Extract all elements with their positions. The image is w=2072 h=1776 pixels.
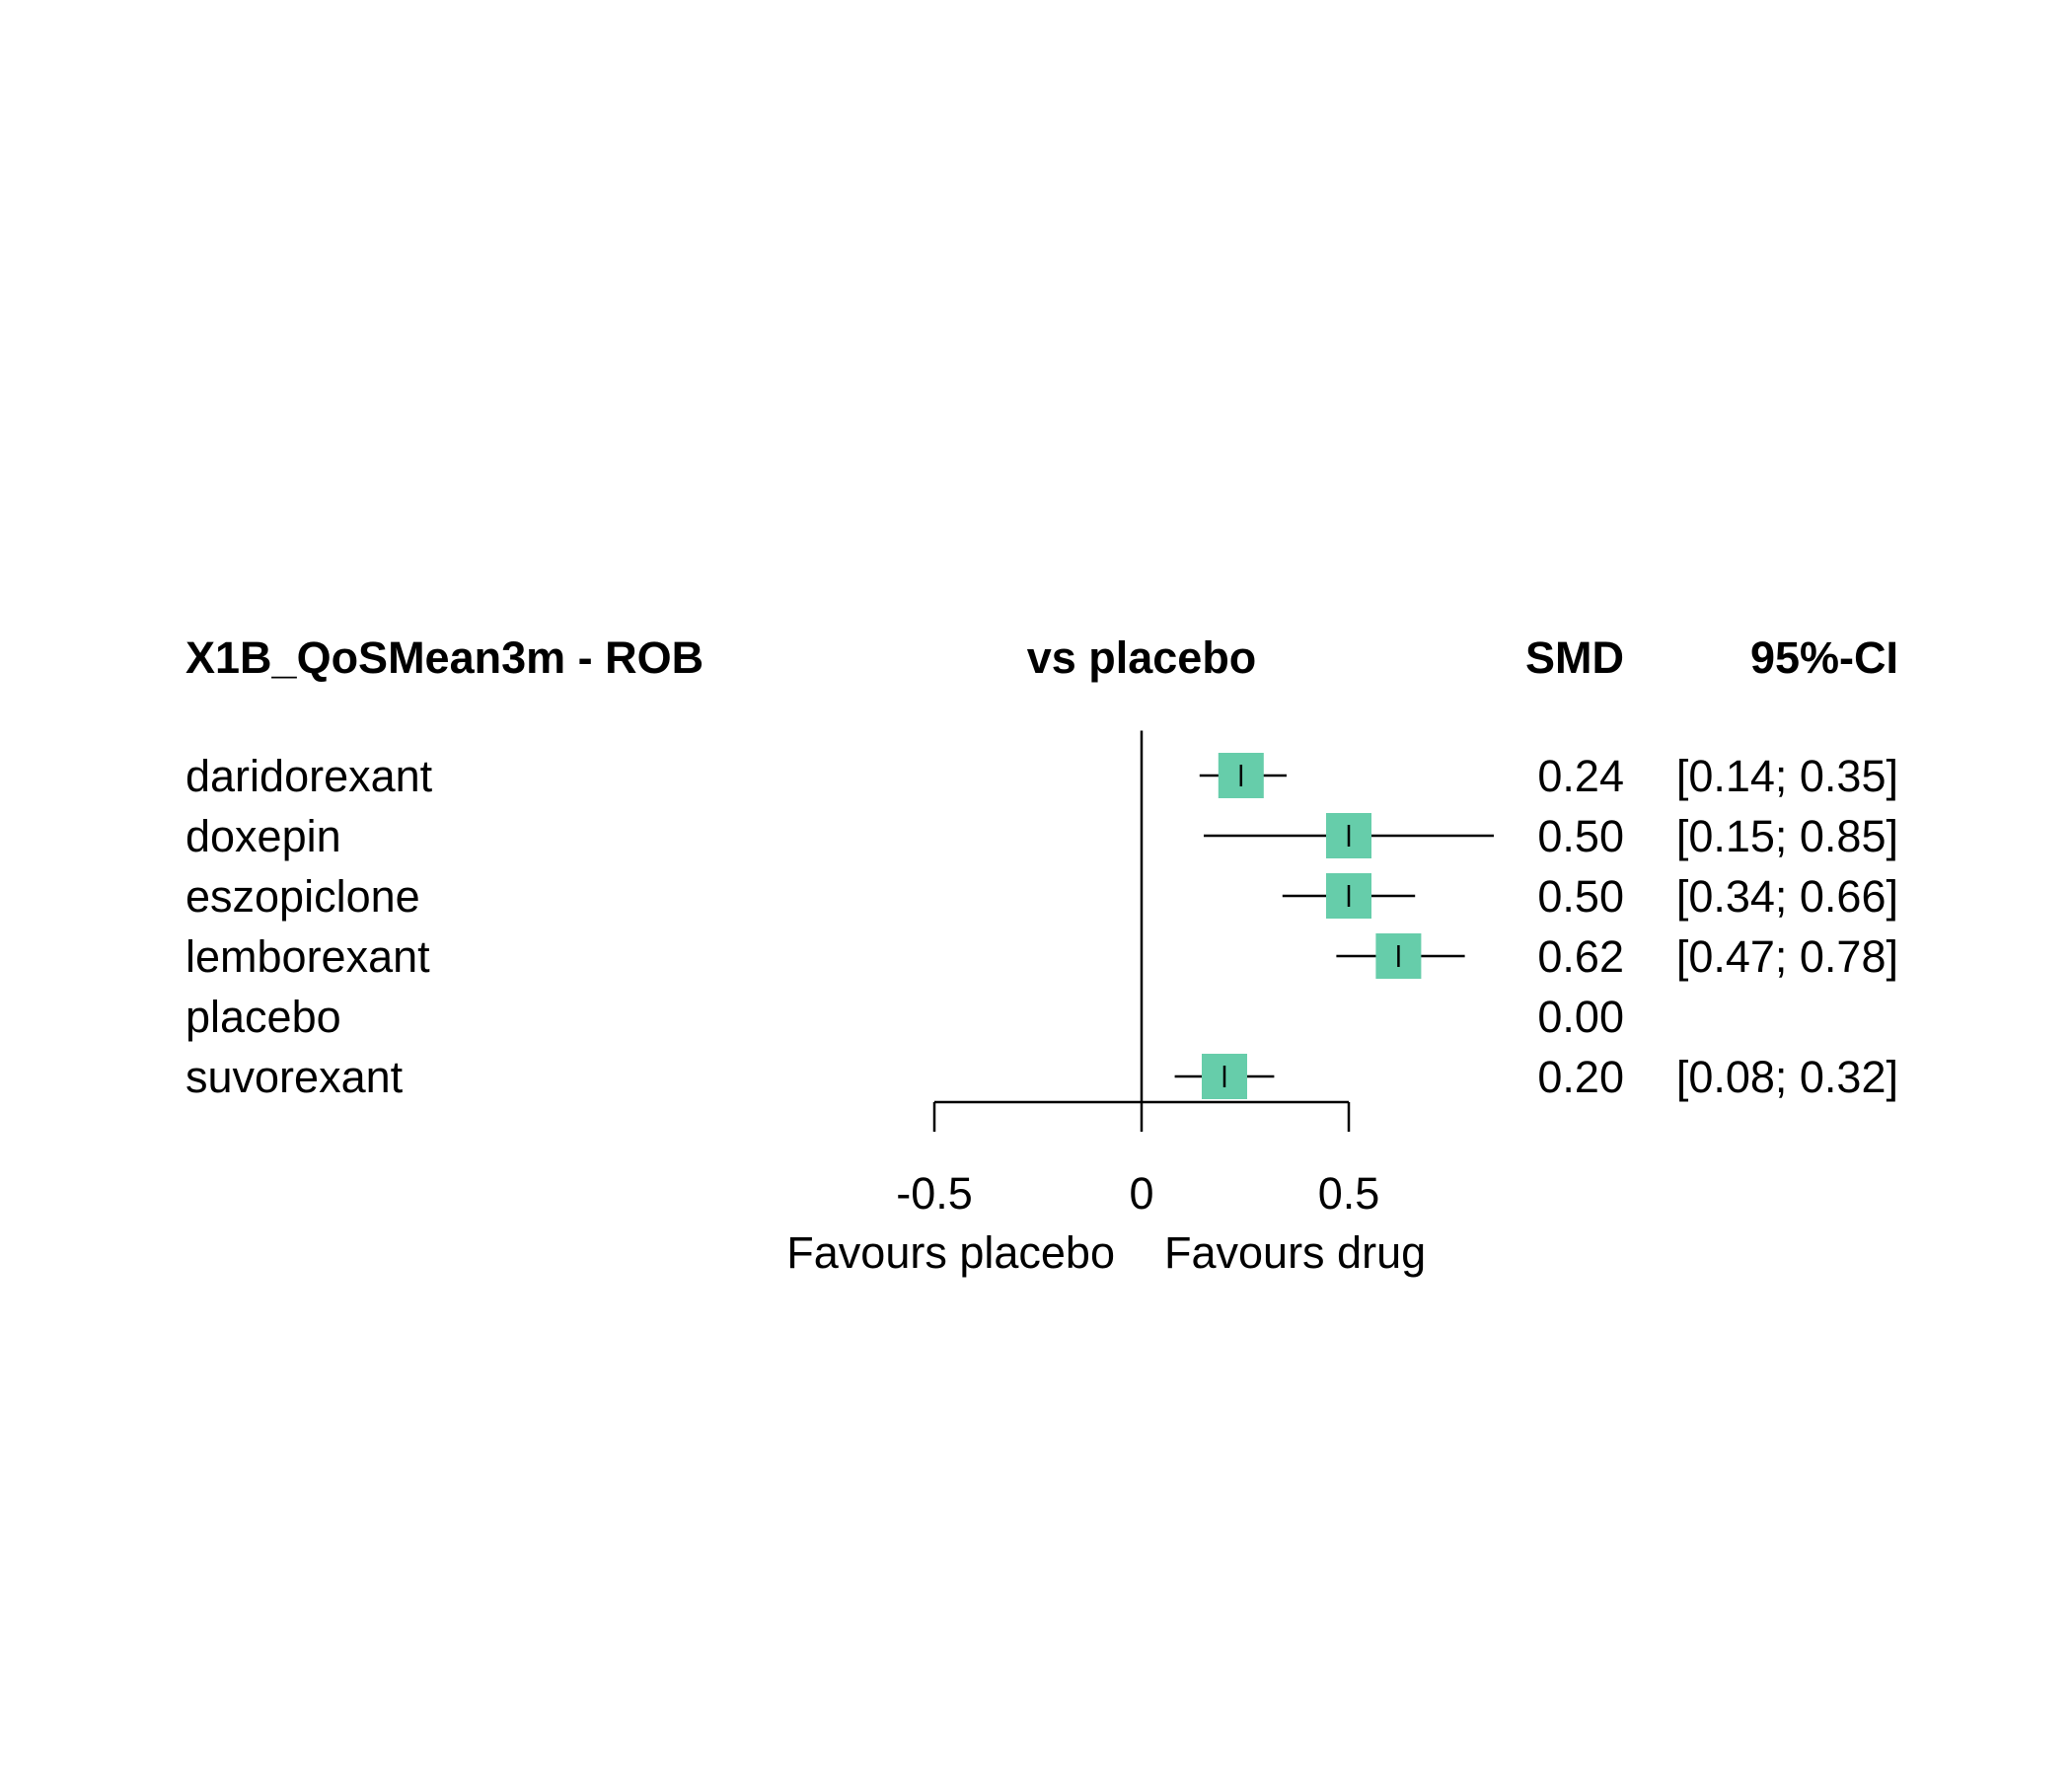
ci-value: [0.14; 0.35]	[1676, 751, 1898, 801]
favours-drug-label: Favours drug	[1164, 1227, 1426, 1278]
smd-value: 0.62	[1537, 931, 1624, 982]
x-tick-label: -0.5	[896, 1168, 973, 1219]
plot-marks: daridorexant 0.24 [0.14; 0.35]doxepin 0.50[…	[185, 730, 1898, 1219]
favours-placebo-label: Favours placebo	[786, 1227, 1115, 1278]
ci-value: [0.47; 0.78]	[1676, 931, 1898, 982]
smd-value: 0.50	[1537, 811, 1624, 861]
ci-value: [0.08; 0.32]	[1676, 1052, 1898, 1102]
smd-value: 0.00	[1537, 992, 1624, 1042]
plot-title: X1B_QoSMean3m - ROB	[185, 632, 703, 683]
smd-header: SMD	[1525, 632, 1624, 683]
ci-header: 95%-CI	[1750, 632, 1898, 683]
smd-value: 0.24	[1537, 751, 1624, 801]
row-label: eszopiclone	[185, 871, 420, 922]
comparison-header: vs placebo	[1027, 632, 1257, 683]
x-tick-label: 0.5	[1318, 1168, 1380, 1219]
smd-value: 0.50	[1537, 871, 1624, 922]
row-label: daridorexant	[185, 751, 433, 801]
row-label: suvorexant	[185, 1052, 404, 1102]
ci-value: [0.15; 0.85]	[1676, 811, 1898, 861]
smd-value: 0.20	[1537, 1052, 1624, 1102]
row-label: placebo	[185, 992, 341, 1042]
row-label: doxepin	[185, 811, 341, 861]
x-tick-label: 0	[1129, 1168, 1153, 1219]
ci-value: [0.34; 0.66]	[1676, 871, 1898, 922]
row-label: lemborexant	[185, 931, 430, 982]
